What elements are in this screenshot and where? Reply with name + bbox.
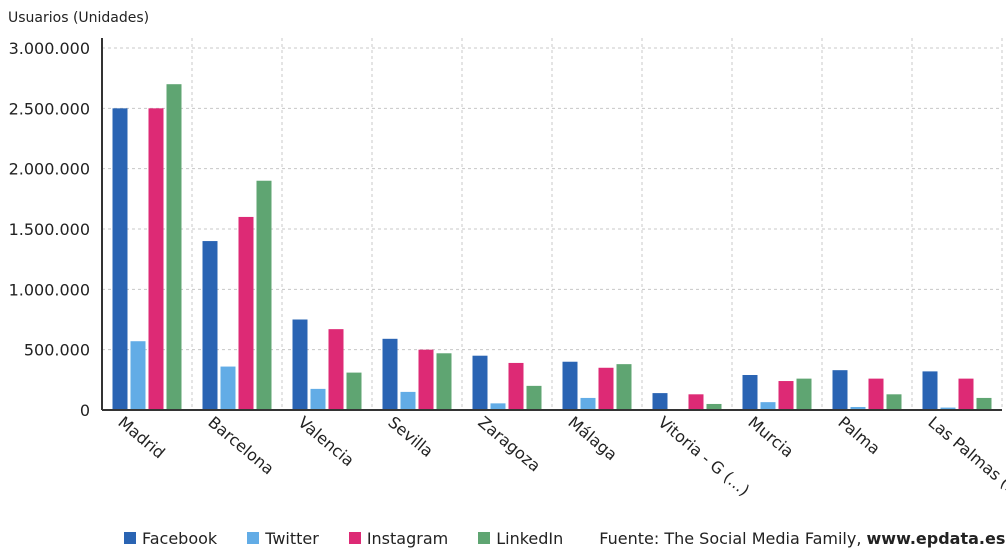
bar-instagram xyxy=(598,367,614,410)
axes xyxy=(101,38,1002,411)
bar-twitter xyxy=(220,366,236,410)
bar-instagram xyxy=(148,108,164,410)
source-link[interactable]: www.epdata.es xyxy=(866,528,1006,548)
bar-linkedin xyxy=(166,84,182,410)
legend-label: Instagram xyxy=(366,528,449,548)
bar-linkedin xyxy=(886,394,902,410)
bar-facebook xyxy=(202,241,218,410)
bar-linkedin xyxy=(796,378,812,410)
bar-facebook xyxy=(652,393,668,410)
bar-instagram xyxy=(958,378,974,410)
bar-twitter xyxy=(850,406,866,410)
bar-linkedin xyxy=(616,364,632,410)
bar-instagram xyxy=(508,362,524,410)
bar-facebook xyxy=(922,371,938,410)
y-tick-label: 1.500.000 xyxy=(9,220,90,239)
legend: Facebook Twitter Instagram LinkedIn Fuente:… xyxy=(124,528,1005,548)
x-tick-label: Zaragoza xyxy=(474,413,544,476)
bar-twitter xyxy=(400,391,416,410)
bar-twitter xyxy=(580,397,596,410)
grid-lines xyxy=(102,38,1003,410)
bar-facebook xyxy=(382,338,398,410)
y-tick-label: 500.000 xyxy=(24,341,90,360)
legend-swatch xyxy=(124,532,136,544)
bar-linkedin xyxy=(526,385,542,410)
bar-twitter xyxy=(940,407,956,410)
legend-item-facebook: Facebook xyxy=(124,529,217,548)
bar-facebook xyxy=(112,108,128,410)
bar-instagram xyxy=(688,394,704,410)
bar-instagram xyxy=(238,216,254,410)
legend-swatch xyxy=(247,532,260,544)
x-tick-label: Barcelona xyxy=(204,413,277,479)
y-tick-label: 2.000.000 xyxy=(9,160,90,179)
legend-item-instagram: Instagram xyxy=(348,528,449,548)
bar-linkedin xyxy=(436,353,452,410)
source-prefix: Fuente: The Social Media Family, xyxy=(599,528,867,548)
bar-linkedin xyxy=(976,397,992,410)
legend-label: Twitter xyxy=(265,528,319,548)
bar-facebook xyxy=(742,375,758,410)
bars xyxy=(112,84,992,410)
y-tick-label: 1.000.000 xyxy=(9,280,90,299)
bar-twitter xyxy=(760,402,776,410)
bar-facebook xyxy=(562,361,578,410)
bar-twitter xyxy=(490,403,506,410)
y-tick-labels: 0 500.000 1.000.000 1.500.000 2.000.000 2.500… xyxy=(9,39,90,420)
x-tick-label: Las Palmas (...) xyxy=(924,413,1006,506)
legend-item-linkedin: LinkedIn xyxy=(478,529,563,548)
bar-instagram xyxy=(868,378,884,410)
legend-item-twitter: Twitter xyxy=(247,529,319,548)
legend-swatch xyxy=(478,532,491,544)
bar-linkedin xyxy=(346,372,362,410)
bar-twitter xyxy=(130,341,146,410)
x-tick-label: Sevilla xyxy=(384,413,437,461)
legend-swatch xyxy=(348,532,361,544)
bar-linkedin xyxy=(706,403,722,410)
x-tick-label: Murcia xyxy=(744,413,797,462)
x-tick-label: Valencia xyxy=(294,413,358,471)
legend-label: LinkedIn xyxy=(496,528,564,548)
legend-items: Facebook Twitter Instagram LinkedIn xyxy=(124,529,593,548)
bar-instagram xyxy=(328,329,344,410)
x-tick-label: Málaga xyxy=(564,413,621,465)
bar-twitter xyxy=(310,388,326,410)
x-tick-label: Vitoria - G (...) xyxy=(654,413,753,500)
y-axis-title: Usuarios (Unidades) xyxy=(8,10,149,26)
y-tick-label: 2.500.000 xyxy=(9,99,90,118)
bar-instagram xyxy=(778,381,794,410)
x-tick-label: Palma xyxy=(834,413,883,459)
x-tick-labels: Madrid Barcelona Valencia Sevilla Zaragoza Má… xyxy=(114,413,1006,506)
legend-label: Facebook xyxy=(142,528,218,548)
bar-facebook xyxy=(472,355,488,410)
bar-instagram xyxy=(418,349,434,410)
bar-facebook xyxy=(292,319,308,410)
y-tick-label: 0 xyxy=(80,401,90,420)
bar-linkedin xyxy=(256,180,272,410)
bar-facebook xyxy=(832,370,848,410)
bar-chart: Usuarios (Unidades) 0 500.000 1.000.000 1.5… xyxy=(8,10,1006,506)
source-text: Fuente: The Social Media Family, www.epd… xyxy=(599,529,1005,548)
x-tick-label: Madrid xyxy=(114,413,168,463)
y-tick-label: 3.000.000 xyxy=(9,39,90,58)
